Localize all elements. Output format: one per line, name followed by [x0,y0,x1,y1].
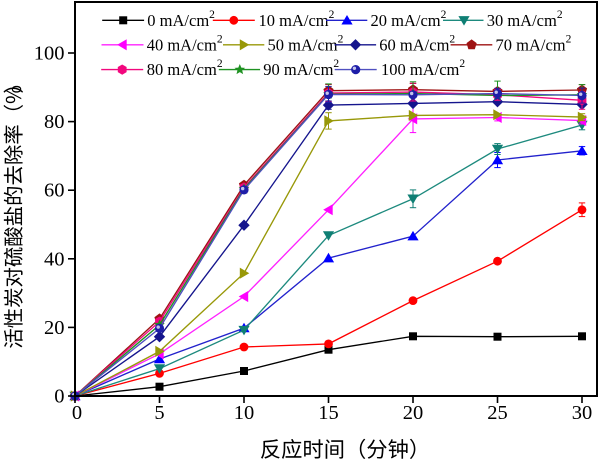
svg-text:30: 30 [572,402,593,424]
svg-text:0: 0 [54,386,64,408]
svg-text:60: 60 [44,180,65,202]
svg-text:30 mA/cm2: 30 mA/cm2 [487,9,563,30]
svg-text:60 mA/cm2: 60 mA/cm2 [379,33,455,54]
svg-text:50 mA/cm2: 50 mA/cm2 [268,33,344,54]
svg-text:0: 0 [72,402,82,424]
svg-text:5: 5 [154,402,164,424]
svg-text:80: 80 [44,111,65,133]
svg-text:70 mA/cm2: 70 mA/cm2 [496,33,572,54]
svg-text:20 mA/cm2: 20 mA/cm2 [371,9,447,30]
svg-text:40: 40 [44,248,65,270]
svg-text:100 mA/cm2: 100 mA/cm2 [381,58,465,79]
svg-text:10 mA/cm2: 10 mA/cm2 [259,9,335,30]
svg-text:20: 20 [403,402,424,424]
svg-text:0 mA/cm2: 0 mA/cm2 [147,9,215,30]
svg-text:10: 10 [234,402,255,424]
svg-text:15: 15 [318,402,339,424]
svg-text:25: 25 [487,402,508,424]
svg-text:80 mA/cm2: 80 mA/cm2 [147,58,223,79]
svg-text:100: 100 [34,43,65,65]
svg-text:40 mA/cm2: 40 mA/cm2 [147,33,223,54]
svg-text:90 mA/cm2: 90 mA/cm2 [263,58,339,79]
svg-text:20: 20 [44,317,65,339]
